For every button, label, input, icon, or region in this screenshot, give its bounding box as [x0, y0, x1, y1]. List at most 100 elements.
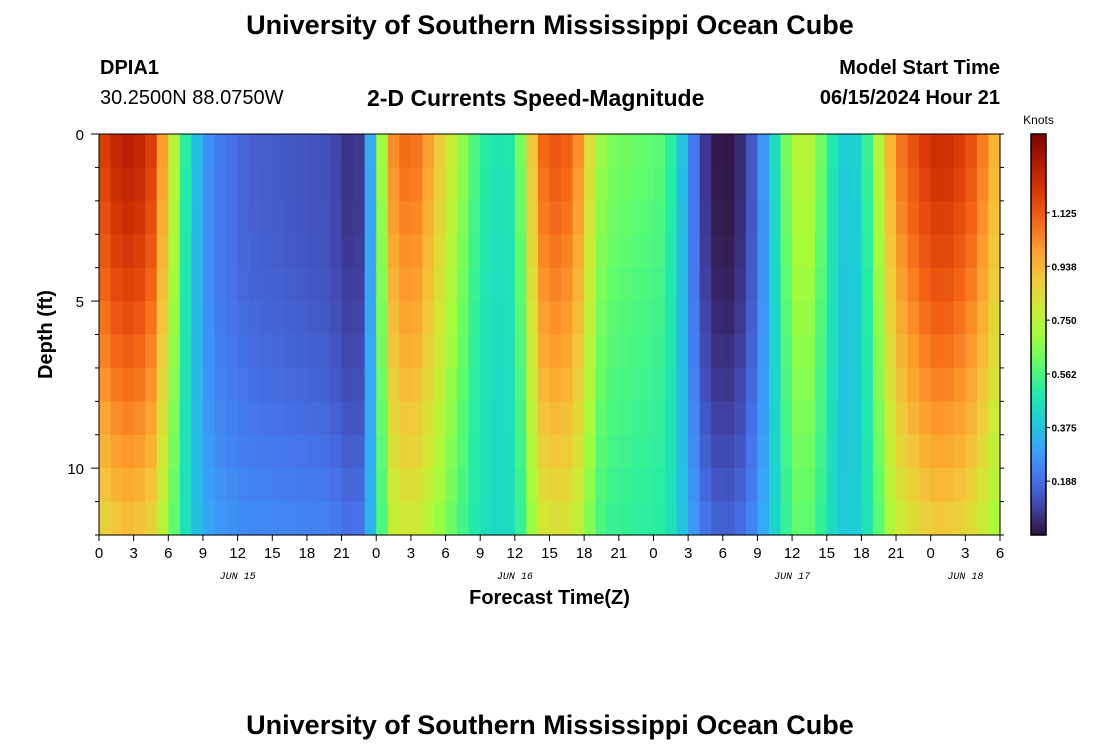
heatmap-cell — [480, 301, 493, 336]
heatmap-cell — [734, 301, 747, 336]
heatmap-cell — [306, 301, 320, 336]
heatmap-cell — [422, 167, 435, 202]
heatmap-cell — [907, 167, 920, 202]
heatmap-cell — [757, 501, 770, 536]
heatmap-cell — [260, 367, 273, 402]
heatmap-cell — [514, 434, 527, 469]
heatmap-cell — [526, 434, 539, 469]
heatmap-cell — [676, 401, 689, 436]
heatmap-cell — [260, 468, 273, 503]
heatmap-cell — [445, 167, 458, 202]
heatmap-cell — [214, 200, 227, 235]
heatmap-cell — [156, 468, 169, 503]
heatmap-cell — [676, 234, 689, 269]
heatmap-cell — [249, 301, 262, 336]
heatmap-cell — [376, 434, 389, 469]
heatmap-cell — [988, 334, 1001, 369]
heatmap-cell — [491, 167, 504, 202]
heatmap-cell — [318, 468, 331, 503]
heatmap-cell — [572, 367, 585, 402]
colorbar-tick-label: 0.938 — [1051, 262, 1076, 273]
heatmap-cell — [318, 501, 331, 536]
heatmap-cell — [318, 401, 331, 436]
heatmap-cell — [283, 234, 296, 269]
heatmap-cell — [699, 134, 712, 169]
heatmap-cell — [757, 200, 770, 235]
heatmap-cell — [341, 301, 354, 336]
heatmap-cell — [283, 434, 296, 469]
heatmap-cell — [826, 234, 839, 269]
heatmap-cell — [341, 501, 354, 536]
heatmap-cell — [653, 134, 666, 169]
day-label: JUN 16 — [497, 572, 533, 583]
heatmap-cell — [826, 301, 839, 336]
heatmap-cell — [757, 334, 770, 369]
heatmap-cell — [306, 401, 320, 436]
heatmap-cell — [919, 434, 932, 469]
heatmap-cell — [549, 267, 562, 302]
heatmap-cell — [572, 134, 585, 169]
heatmap-cell — [214, 234, 227, 269]
heatmap-cell — [607, 401, 620, 436]
heatmap-cell — [838, 167, 851, 202]
heatmap-cell — [919, 200, 932, 235]
heatmap-cell — [930, 434, 943, 469]
heatmap-cell — [387, 267, 400, 302]
heatmap-cell — [480, 501, 493, 536]
heatmap-cell — [745, 334, 759, 369]
heatmap-cell — [792, 434, 805, 469]
heatmap-cell — [179, 401, 193, 436]
heatmap-cell — [607, 234, 620, 269]
heatmap-cell — [584, 167, 597, 202]
heatmap-cell — [595, 501, 608, 536]
heatmap-cell — [445, 200, 458, 235]
heatmap-cell — [168, 134, 181, 169]
heatmap-cell — [792, 234, 805, 269]
heatmap-cell — [468, 200, 481, 235]
x-tick-label: 21 — [610, 545, 627, 562]
heatmap-cell — [133, 334, 146, 369]
heatmap-cell — [179, 234, 193, 269]
heatmap-cell — [826, 200, 839, 235]
x-tick-label: 9 — [476, 545, 484, 562]
heatmap-cell — [156, 134, 169, 169]
heatmap-cell — [99, 167, 112, 202]
heatmap-cell — [595, 200, 608, 235]
heatmap-cell — [445, 434, 458, 469]
heatmap-cell — [168, 334, 181, 369]
heatmap-cell — [306, 134, 320, 169]
heatmap-cell — [884, 234, 897, 269]
heatmap-cell — [711, 401, 724, 436]
heatmap-cell — [953, 234, 966, 269]
heatmap-cell — [122, 167, 135, 202]
heatmap-cell — [676, 468, 689, 503]
heatmap-cell — [410, 167, 424, 202]
heatmap-cell — [884, 334, 897, 369]
heatmap-cell — [168, 434, 181, 469]
heatmap-cell — [757, 234, 770, 269]
heatmap-cell — [480, 134, 493, 169]
heatmap-cell — [884, 301, 897, 336]
heatmap-cell — [988, 267, 1001, 302]
heatmap-cell — [110, 401, 123, 436]
heatmap-cell — [353, 134, 366, 169]
heatmap-cell — [826, 367, 839, 402]
heatmap-cell — [399, 234, 412, 269]
heatmap-cell — [607, 367, 620, 402]
heatmap-cell — [156, 234, 169, 269]
heatmap-cell — [815, 334, 828, 369]
heatmap-cell — [491, 468, 504, 503]
heatmap-cell — [641, 434, 655, 469]
heatmap-cell — [930, 234, 943, 269]
heatmap-cell — [341, 468, 354, 503]
heatmap-cell — [780, 501, 793, 536]
heatmap-cell — [688, 468, 701, 503]
heatmap-cell — [526, 134, 539, 169]
x-tick-label: 6 — [996, 545, 1004, 562]
heatmap-cell — [907, 468, 920, 503]
heatmap-cell — [249, 501, 262, 536]
heatmap-cell — [468, 334, 481, 369]
heatmap-cell — [618, 401, 631, 436]
heatmap-cell — [872, 267, 886, 302]
heatmap-cell — [907, 267, 920, 302]
